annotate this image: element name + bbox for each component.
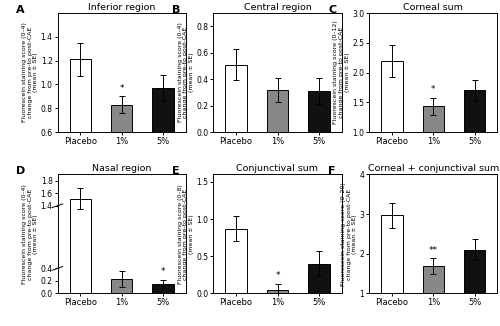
Text: C: C — [328, 5, 336, 15]
Text: *: * — [431, 85, 436, 94]
Text: E: E — [172, 166, 180, 176]
Text: F: F — [328, 166, 336, 176]
Bar — [422, 266, 444, 326]
Title: Central region: Central region — [244, 3, 312, 11]
Y-axis label: Fluorescein staining score (0–4)
change from pre-to post-CAE
(mean ± SE): Fluorescein staining score (0–4) change … — [22, 22, 38, 123]
Y-axis label: Fluorescein staining score (0–12)
change from pre-to post-CAE
(mean ± SE): Fluorescein staining score (0–12) change… — [334, 21, 350, 125]
Bar — [152, 284, 174, 293]
Y-axis label: Fluorescein staining score (0–20)
change from pre-to post-CAE
(mean ± SE): Fluorescein staining score (0–20) change… — [340, 182, 357, 286]
Bar — [152, 88, 174, 203]
Title: Corneal sum: Corneal sum — [404, 3, 464, 11]
Bar — [308, 264, 330, 293]
Bar — [266, 290, 288, 293]
Y-axis label: Fluorescein staining score (0–4)
change from pre-to post-CAE
(mean ± SE): Fluorescein staining score (0–4) change … — [22, 184, 38, 284]
Y-axis label: Fluorescein staining score (0–8)
change from pre-to post-CAE
(mean ± SE): Fluorescein staining score (0–8) change … — [178, 184, 194, 284]
Bar — [111, 105, 132, 203]
Bar — [266, 90, 288, 132]
Bar — [381, 215, 402, 326]
Bar — [70, 199, 91, 293]
Bar — [422, 107, 444, 191]
Text: A: A — [16, 5, 25, 15]
Text: B: B — [172, 5, 180, 15]
Bar — [226, 229, 247, 293]
Bar — [464, 90, 485, 191]
Text: D: D — [16, 166, 26, 176]
Bar — [308, 91, 330, 132]
Bar — [111, 279, 132, 293]
Y-axis label: Fluorescein staining score (0–4)
change from pre-to post-CAE
(mean ± SE): Fluorescein staining score (0–4) change … — [178, 22, 194, 123]
Text: *: * — [120, 84, 124, 93]
Title: Corneal + conjunctival sum: Corneal + conjunctival sum — [368, 164, 499, 173]
Bar — [464, 250, 485, 326]
Text: **: ** — [429, 246, 438, 255]
Title: Inferior region: Inferior region — [88, 3, 156, 11]
Bar — [226, 65, 247, 132]
Title: Conjunctival sum: Conjunctival sum — [236, 164, 318, 173]
Title: Nasal region: Nasal region — [92, 164, 152, 173]
Bar — [70, 59, 91, 203]
Bar — [381, 61, 402, 191]
Text: *: * — [275, 271, 280, 280]
Text: *: * — [161, 267, 166, 276]
